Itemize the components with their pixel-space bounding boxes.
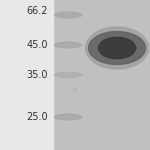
FancyBboxPatch shape (0, 0, 52, 150)
Ellipse shape (55, 12, 82, 18)
Ellipse shape (73, 88, 77, 92)
Text: 25.0: 25.0 (26, 112, 48, 122)
Ellipse shape (55, 72, 82, 78)
Ellipse shape (85, 27, 148, 69)
Text: 45.0: 45.0 (27, 40, 48, 50)
Ellipse shape (98, 37, 136, 59)
Ellipse shape (55, 114, 82, 120)
Ellipse shape (55, 42, 82, 48)
Text: 35.0: 35.0 (27, 70, 48, 80)
Text: 66.2: 66.2 (27, 6, 48, 15)
Ellipse shape (88, 32, 146, 64)
